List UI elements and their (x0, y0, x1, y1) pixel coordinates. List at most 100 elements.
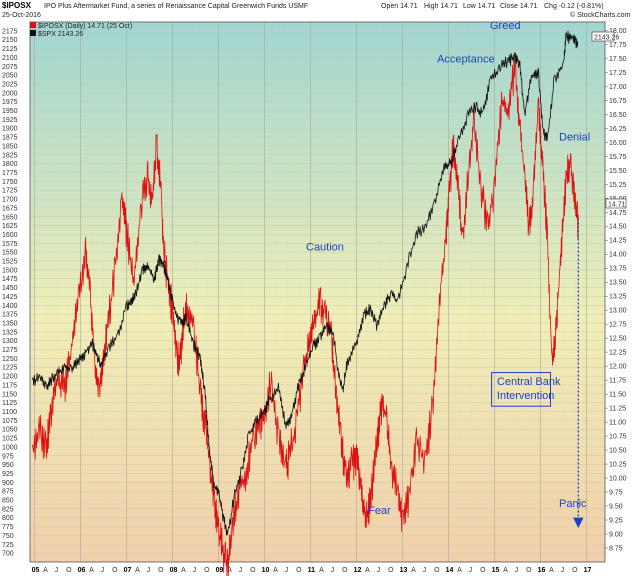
y-tick-left: 1175 (2, 382, 17, 389)
y-tick-left: 1350 (2, 320, 18, 327)
x-tick: 10 (262, 567, 270, 574)
y-tick-left: 1800 (2, 161, 18, 168)
y-tick-right: 14.75 (609, 210, 627, 217)
y-tick-left: 875 (2, 489, 14, 496)
y-tick-left: 1875 (2, 135, 18, 142)
x-tick: J (561, 567, 565, 574)
legend-swatch-spx (30, 30, 36, 36)
x-tick: O (66, 567, 72, 574)
legend-swatch-iposx (30, 22, 36, 28)
y-tick-right: 17.75 (609, 42, 627, 49)
y-tick-right: 16.00 (609, 140, 627, 147)
x-tick: A (89, 567, 94, 574)
x-tick: 14 (446, 567, 454, 574)
last-spx-tag: 2143.26 (594, 35, 619, 42)
y-tick-left: 1650 (2, 214, 18, 221)
y-tick-left: 1000 (2, 444, 18, 451)
x-tick: O (296, 567, 302, 574)
y-tick-right: 12.50 (609, 336, 627, 343)
y-tick-right: 8.75 (609, 546, 623, 553)
x-tick: A (365, 567, 370, 574)
y-tick-left: 1675 (2, 205, 18, 212)
y-tick-right: 15.25 (609, 182, 627, 189)
y-tick-right: 16.25 (609, 126, 627, 133)
y-tick-left: 2100 (2, 55, 18, 62)
y-tick-left: 1550 (2, 250, 18, 257)
x-tick: A (227, 567, 232, 574)
x-tick: J (377, 567, 381, 574)
last-value-tags: 2143.26 14.71 (591, 31, 627, 209)
x-tick: 07 (124, 567, 132, 574)
y-tick-left: 1975 (2, 99, 18, 106)
chg-label: Chg -0.12 (-0.81%) (544, 3, 604, 10)
y-tick-right: 13.75 (609, 266, 627, 273)
x-tick: A (273, 567, 278, 574)
y-tick-left: 1775 (2, 170, 18, 177)
x-tick: O (480, 567, 486, 574)
y-tick-left: 1625 (2, 223, 18, 230)
x-tick: 15 (492, 567, 500, 574)
x-tick: O (572, 567, 578, 574)
x-tick: O (342, 567, 348, 574)
y-tick-left: 2000 (2, 90, 18, 97)
x-tick: O (158, 567, 164, 574)
y-tick-right: 14.50 (609, 224, 627, 231)
y-tick-left: 1400 (2, 303, 18, 310)
y-tick-left: 925 (2, 471, 14, 478)
y-tick-left: 1500 (2, 267, 18, 274)
y-tick-left: 1375 (2, 312, 18, 319)
y-tick-left: 2025 (2, 81, 18, 88)
y-tick-left: 1300 (2, 338, 18, 345)
plot-frame (29, 21, 606, 563)
legend-iposx-label: $IPOSX (Daily) 14.71 (25 Oct) (38, 23, 132, 30)
y-tick-left: 1725 (2, 188, 18, 195)
x-tick: 05 (32, 567, 40, 574)
y-tick-left: 1600 (2, 232, 18, 239)
y-tick-right: 11.00 (609, 420, 626, 427)
y-tick-left: 1900 (2, 126, 18, 133)
x-tick: O (526, 567, 532, 574)
x-tick: J (515, 567, 519, 574)
x-tick: O (250, 567, 256, 574)
y-tick-right: 10.50 (609, 448, 627, 455)
symbol-label: $IPOSX (2, 1, 32, 10)
y-tick-right: 12.00 (609, 364, 627, 371)
x-tick: J (101, 567, 105, 574)
y-tick-right: 13.00 (609, 308, 627, 315)
x-tick: 06 (78, 567, 86, 574)
y-tick-left: 1150 (2, 391, 17, 398)
plot-background (30, 22, 605, 562)
y-tick-right: 11.50 (609, 392, 626, 399)
y-tick-left: 1450 (2, 285, 18, 292)
annotation-label: Intervention (497, 390, 554, 402)
high-label: High 14.71 (424, 3, 458, 10)
y-tick-right: 16.75 (609, 98, 627, 105)
y-tick-left: 1475 (2, 276, 18, 283)
y-tick-left: 1100 (2, 409, 17, 416)
y-tick-left: 800 (2, 515, 14, 522)
series-line-iposx (31, 52, 579, 581)
last-iposx-tag: 14.71 (608, 202, 626, 209)
annotation-layer: Greed Acceptance Denial Caution Central Bank… (306, 20, 590, 529)
x-tick: J (55, 567, 59, 574)
x-tick: 17 (584, 567, 592, 574)
y-tick-right: 9.00 (609, 532, 623, 539)
y-tick-left: 1825 (2, 152, 18, 159)
y-tick-left: 2075 (2, 64, 18, 71)
y-tick-left: 2125 (2, 46, 18, 53)
y-tick-left: 725 (2, 542, 14, 549)
x-tick: 12 (354, 567, 362, 574)
y-tick-right: 10.00 (609, 476, 627, 483)
x-tick: 09 (216, 567, 224, 574)
y-tick-left: 1750 (2, 179, 18, 186)
y-tick-right: 17.50 (609, 56, 627, 63)
y-tick-right: 15.75 (609, 154, 627, 161)
series-line-spx (31, 30, 579, 536)
annotation-label: Central Bank (497, 376, 561, 388)
x-tick: J (285, 567, 289, 574)
x-tick: A (135, 567, 140, 574)
y-tick-right: 14.25 (609, 238, 627, 245)
x-tick: A (181, 567, 186, 574)
